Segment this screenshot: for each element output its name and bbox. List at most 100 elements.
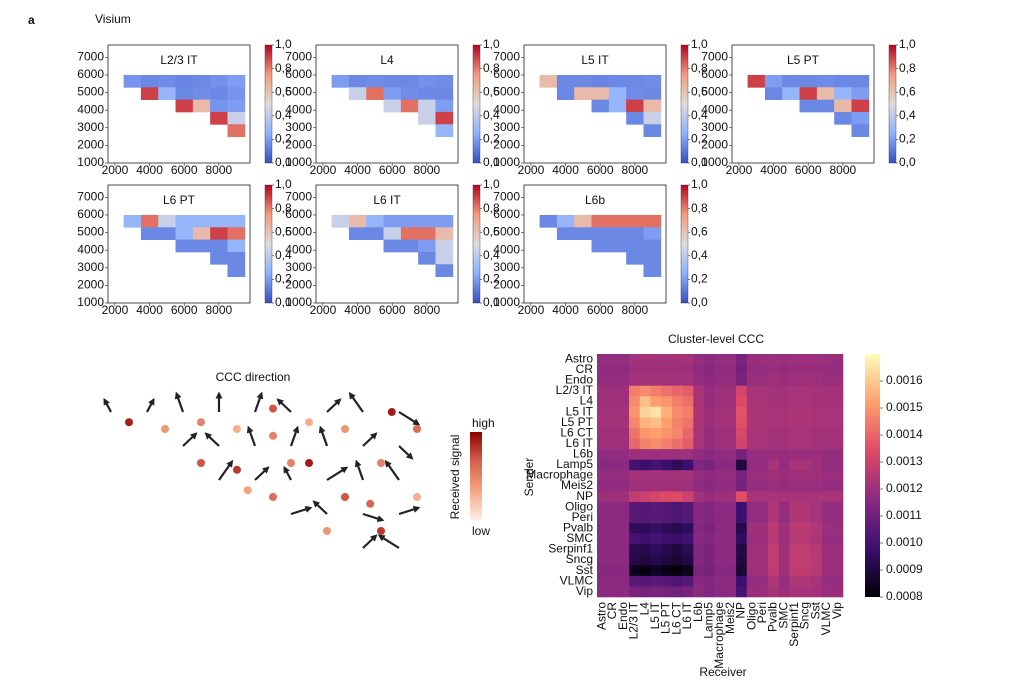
colorbar-tick-label: 0.0008	[886, 589, 923, 603]
heatmap-cell	[671, 364, 683, 376]
spot	[435, 124, 454, 137]
x-tick-label: Astro	[595, 602, 609, 630]
heatmap-cell	[639, 586, 651, 598]
heatmap-cell	[725, 512, 737, 524]
y-tick-label: L5 IT	[566, 404, 594, 418]
heatmap-cell	[650, 480, 662, 492]
y-tick-label: L5 PT	[561, 415, 594, 429]
spot	[608, 74, 627, 88]
x-tick-label: 4000	[760, 163, 787, 177]
spot	[383, 214, 402, 228]
heatmap-cell	[639, 470, 651, 482]
heatmap-cell	[671, 586, 683, 598]
spot	[175, 74, 194, 88]
heatmap-cell	[629, 459, 641, 471]
heatmap-cell	[693, 470, 705, 482]
colorbar-tick-label: 0,4	[691, 248, 708, 262]
x-tick-label: 2000	[102, 303, 129, 317]
spot	[574, 74, 592, 88]
heatmap-cell	[768, 544, 780, 556]
heatmap-cell	[778, 480, 790, 492]
heatmap-cell	[650, 449, 662, 460]
heatmap-cell	[746, 554, 758, 566]
heatmap-cell	[607, 354, 619, 365]
y-axis-label: Sender	[522, 458, 536, 497]
heatmap-cell	[725, 533, 737, 545]
direction-arrow	[326, 398, 342, 413]
y-tick-label: 6000	[493, 67, 520, 81]
colorbar-tick-label: 0,2	[275, 272, 292, 286]
heatmap-cell	[789, 354, 801, 365]
axes-frame	[523, 44, 667, 164]
y-tick-label: 7000	[493, 50, 520, 64]
spot	[418, 239, 436, 253]
heatmap-cell	[832, 396, 844, 408]
heatmap-cell	[639, 396, 651, 408]
heatmap-cell	[629, 480, 641, 492]
spot	[348, 87, 367, 100]
direction-arrow	[146, 397, 155, 413]
heatmap-cell	[810, 375, 822, 386]
y-tick-label: Macrophage	[526, 468, 593, 482]
heatmap-cell	[597, 512, 608, 524]
y-tick-label: 2000	[493, 278, 520, 292]
x-tick-label: Sncg	[798, 602, 812, 629]
spot	[626, 214, 644, 228]
heatmap-cell	[639, 523, 651, 534]
spot	[816, 99, 835, 113]
heatmap-cell	[629, 375, 641, 386]
x-tick-label: L4	[637, 602, 651, 616]
spot	[782, 74, 800, 88]
heatmap-cell	[810, 459, 822, 471]
heatmap-cell	[810, 544, 822, 556]
spot	[418, 227, 436, 240]
heatmap-cell	[703, 406, 715, 418]
spot	[192, 74, 211, 88]
heatmap-cell	[746, 459, 758, 471]
spot	[591, 214, 610, 228]
heatmap-cell	[661, 364, 673, 376]
spot	[608, 227, 627, 240]
heatmap-cell	[768, 554, 780, 566]
x-tick-label: 6000	[795, 163, 822, 177]
spot	[210, 74, 228, 88]
heatmap-cell	[714, 565, 726, 577]
heatmap-cell	[725, 544, 737, 556]
spot	[799, 87, 818, 100]
x-tick-label: 4000	[552, 163, 579, 177]
heatmap-cell	[800, 354, 812, 365]
heatmap-cell	[629, 364, 641, 376]
heatmap-cell	[757, 449, 769, 460]
subplot-title: L5 IT	[581, 53, 609, 67]
heatmap-cell	[597, 396, 608, 408]
spot	[435, 74, 454, 88]
spot	[383, 74, 402, 88]
heatmap-cell	[810, 501, 822, 513]
colorbar-tick-label: 0,0	[483, 295, 500, 309]
heatmap-cell	[671, 354, 683, 365]
heatmap-cell	[832, 523, 844, 534]
heatmap-cell	[810, 512, 822, 524]
heatmap-cell	[682, 523, 694, 534]
colorbar-tick-label: 0,6	[275, 84, 292, 98]
heatmap-cell	[682, 438, 694, 450]
heatmap-cell	[821, 354, 833, 365]
heatmap-cell	[832, 575, 844, 587]
spot	[175, 99, 194, 113]
spot	[643, 111, 662, 125]
heatmap-cell	[810, 533, 822, 545]
heatmap-cell	[671, 544, 683, 556]
subplot-title: L5 PT	[787, 53, 820, 67]
colorbar-tick-label: 0,0	[275, 155, 292, 169]
heatmap-cell	[629, 586, 641, 598]
colorbar-tick-label: 0,6	[483, 224, 500, 238]
heatmap-cell	[832, 480, 844, 492]
heatmap-cell	[703, 470, 715, 482]
spot	[192, 239, 211, 253]
heatmap-cell	[800, 364, 812, 376]
y-tick-label: 5000	[493, 225, 520, 239]
colorbar-tick-label: 1,0	[899, 37, 916, 51]
heatmap-cell	[661, 354, 673, 365]
colorbar	[264, 184, 273, 304]
heatmap-cell	[746, 354, 758, 365]
